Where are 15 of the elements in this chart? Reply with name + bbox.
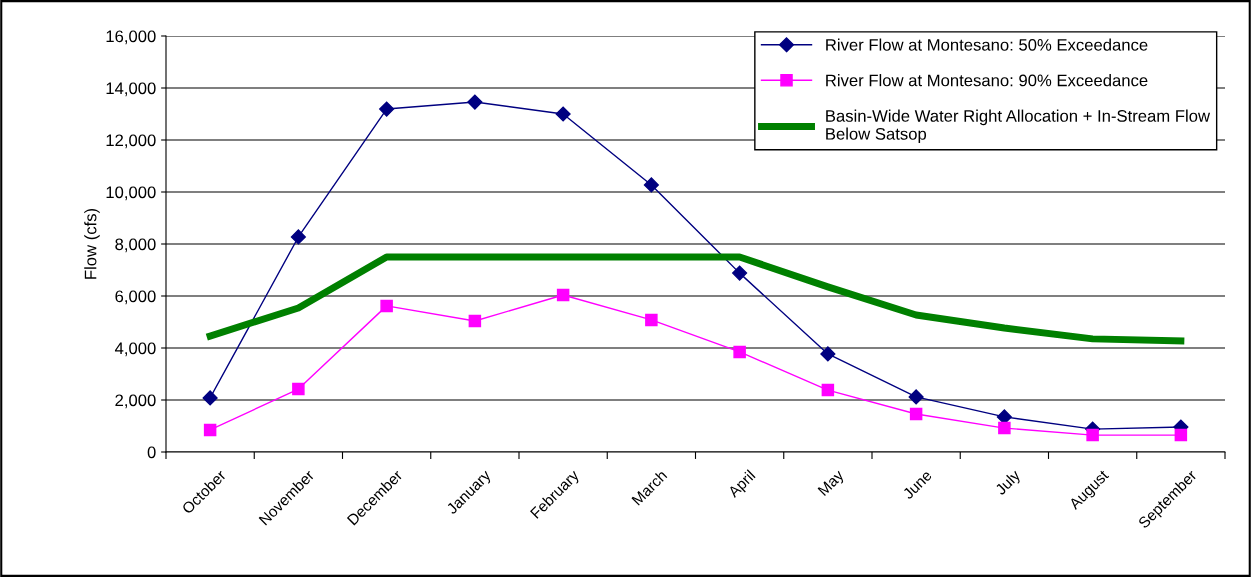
y-tick-label: 4,000 <box>114 342 156 357</box>
y-tick-label: 6,000 <box>115 290 156 305</box>
legend-label: Basin-Wide Water Right Allocation + In-Stream Flow Below Satsop <box>826 109 1211 144</box>
x-tick-label: May <box>817 469 847 499</box>
y-tick-label: 10,000 <box>106 186 156 201</box>
legend-label: River Flow at Montesano: 90% Exceedance <box>826 74 1148 87</box>
y-tick-label: 12,000 <box>106 134 156 149</box>
y-axis-title: Flow (cfs) <box>84 208 100 279</box>
y-tick-label: 0 <box>147 446 156 459</box>
y-tick-label: 14,000 <box>106 82 156 97</box>
y-tick-label: 2,000 <box>115 394 156 409</box>
x-tick-label: July <box>994 468 1024 498</box>
legend-label: River Flow at Montesano: 50% Exceedance <box>826 38 1148 51</box>
y-tick-label: 16,000 <box>106 30 156 45</box>
y-tick-label: 8,000 <box>115 238 156 253</box>
